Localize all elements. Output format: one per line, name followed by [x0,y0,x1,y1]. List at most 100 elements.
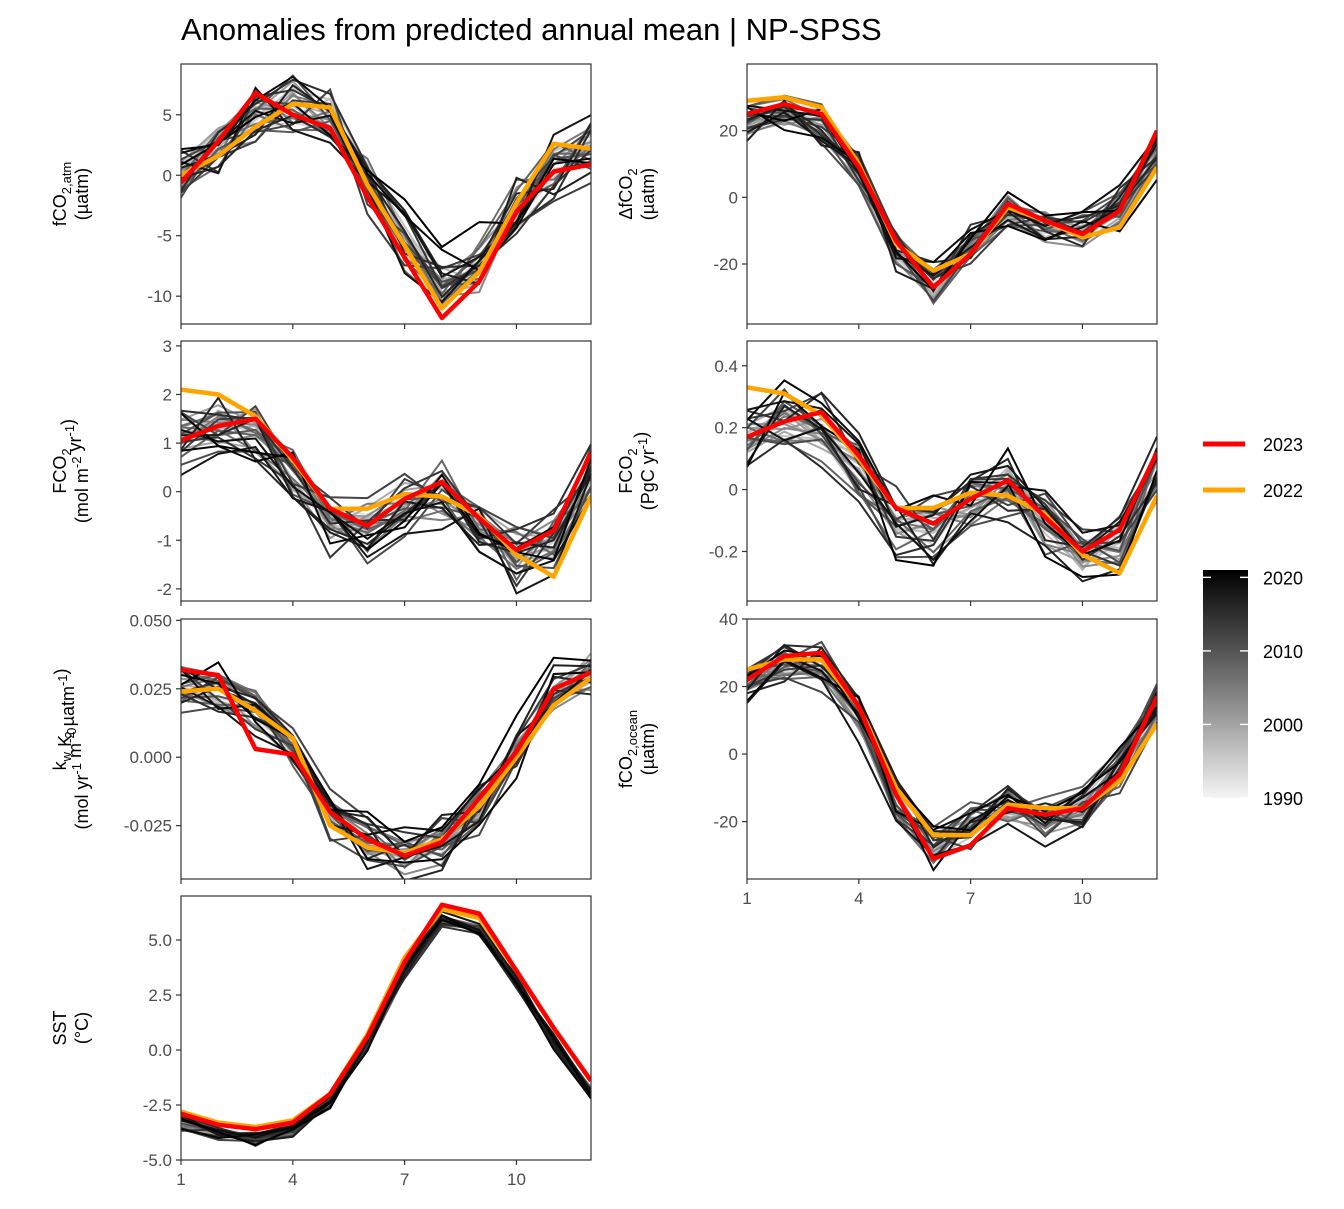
panel-frame-fco2atm [180,63,592,325]
colorbar-label: 1990 [1263,789,1303,809]
colorbar [1203,570,1248,798]
series-2022-kwk0 [181,675,591,856]
panel-frame-kwk0 [180,618,592,880]
year-line-2021 [747,390,1157,579]
year-line-2000 [747,661,1157,848]
colorbar-label: 2000 [1263,715,1303,735]
year-line-2010 [181,914,591,1145]
ytick-label: 0 [163,166,172,185]
ytick-label: 0.025 [129,680,172,699]
legend-label-2023: 2023 [1263,435,1303,455]
year-line-2017 [747,643,1157,834]
year-line-2013 [181,923,591,1135]
ytick-label: 0.4 [714,357,738,376]
series-2023-fco2atm [181,90,591,321]
ylabel-kwk0: kw K0(mol yr-1 m-2 µatm-1) [50,668,92,829]
series-2022-fco2flux_area [181,387,591,579]
ytick-label: -5.0 [143,1151,172,1170]
panel-frame-sst [180,895,592,1161]
ytick-label: 20 [719,122,738,141]
year-line-2005 [181,924,591,1143]
ylabel-fco2ocean: fCO2,ocean(µatm) [616,710,658,788]
year-line-2018 [181,910,591,1136]
colorbar-ticks: 2020 2010 2000 1990 [1203,568,1303,809]
ytick-label: 0 [729,745,738,764]
year-line-2009 [747,653,1157,829]
year-line-1993 [181,918,591,1141]
ylabel-fco2flux_area: FCO2(mol m-2 yr-1) [50,419,92,523]
panel-fco2atm: 5 0 -5 -10 fCO2,atm(µatm) [50,63,592,329]
series-2023-fco2flux_area [181,416,591,553]
panel-frame-dfco2 [746,63,1158,325]
panel-fco2flux_area: 3 2 1 0 -1 -2 FCO2(mol m-2 yr-1) [50,337,592,606]
ytick-label: -5 [157,227,172,246]
colorbar-label: 2010 [1263,642,1303,662]
xtick-label: 7 [966,889,975,908]
series-2022-dfco2 [747,95,1157,273]
year-line-2014 [181,436,591,588]
year-line-2021 [181,412,591,561]
year-line-2016 [747,391,1157,549]
panel-frame-fco2flux_total [746,340,1158,602]
xtick-label: 7 [400,1170,409,1189]
panel-frame-fco2ocean [746,618,1158,880]
year-line-2008 [747,650,1157,848]
ytick-label: 0 [163,483,172,502]
year-line-2020 [747,106,1157,275]
year-line-2017 [181,664,591,858]
year-line-2021 [181,918,591,1146]
year-line-2018 [747,111,1157,277]
year-line-1994 [181,920,591,1141]
panel-dfco2: 20 0 -20 ΔfCO2(µatm) [616,63,1158,329]
ytick-label: 0.000 [129,748,172,767]
ytick-label: -20 [713,255,738,274]
ytick-label: 0.050 [129,611,172,630]
ylabel-sst: SST (°C) [50,1010,92,1045]
panel-sst: 5.0 2.5 0.0 -2.5 -5.01 4 7 10 SST (°C) [50,895,592,1189]
year-line-2008 [181,916,591,1139]
year-line-2019 [181,914,591,1139]
ytick-label: 2.5 [148,986,172,1005]
series-2023-fco2flux_total [747,409,1157,554]
year-line-2009 [181,923,591,1142]
year-line-2004 [181,918,591,1141]
year-line-2000 [181,919,591,1142]
year-line-1995 [181,419,591,559]
year-lines-sst [181,910,591,1148]
year-line-2019 [747,104,1157,264]
year-line-2006 [181,915,591,1137]
year-line-2012 [747,387,1157,545]
year-line-2020 [181,914,591,1140]
ytick-label: 40 [719,610,738,629]
year-line-2003 [747,108,1157,273]
xtick-label: 1 [742,889,751,908]
year-line-1990 [181,916,591,1140]
chart-title: Anomalies from predicted annual mean | N… [181,12,882,47]
series-2023-dfco2 [747,101,1157,290]
year-line-2003 [181,914,591,1139]
panel-fco2ocean: 40 20 0 -20 1 4 7 10 fCO2,ocean(µatm) [616,610,1158,908]
ytick-label: -20 [713,813,738,832]
ytick-label: 20 [719,678,738,697]
year-line-2018 [181,668,591,871]
year-line-2015 [181,409,591,540]
year-line-2015 [181,914,591,1140]
year-line-2014 [747,118,1157,294]
year-line-2008 [181,107,591,296]
ylabel-fco2flux_total: FCO2(PgC yr-1) [616,432,658,511]
year-line-2017 [181,917,591,1143]
year-line-2019 [747,417,1157,562]
year-line-2002 [181,915,591,1138]
year-line-1993 [747,662,1157,846]
year-line-2001 [181,918,591,1140]
legend-label-2022: 2022 [1263,481,1303,501]
ytick-label: 0 [729,188,738,207]
ytick-label: 0.0 [148,1041,172,1060]
series-2022-sst [181,906,591,1130]
year-line-1998 [181,919,591,1141]
xtick-label: 4 [854,889,863,908]
ytick-label: -0.2 [709,542,738,561]
panel-frame-fco2flux_area [180,340,592,602]
ytick-label: 0.2 [714,419,738,438]
